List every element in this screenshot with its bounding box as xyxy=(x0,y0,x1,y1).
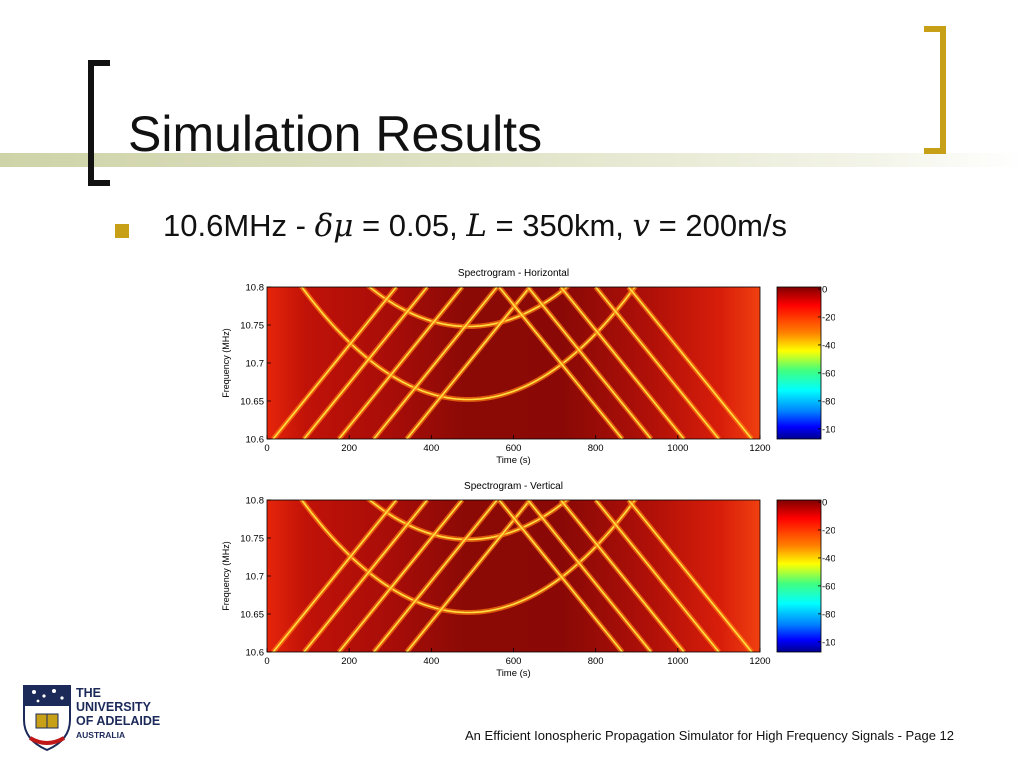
right-bracket-decoration xyxy=(924,26,946,154)
bullet-value-2: = 350km, xyxy=(486,208,633,243)
chart-title: Spectrogram - Horizontal xyxy=(458,268,569,279)
spectrogram-diagonal-trace xyxy=(272,500,398,652)
spectrogram-diagonal-trace xyxy=(527,500,652,652)
spectrogram-diagonal-trace xyxy=(498,287,623,439)
logo-line2: OF ADELAIDE xyxy=(76,714,161,728)
colorbar-tick-label: -100 xyxy=(822,424,835,435)
y-tick-label: 10.7 xyxy=(246,572,265,583)
bullet-value-1: = 0.05, xyxy=(353,208,467,243)
spectrogram-horizontal-chart: Spectrogram - Horizontal 0 200 400 600 800 100… xyxy=(215,262,835,472)
spectrogram-arc-trace xyxy=(368,500,569,541)
chart-title: Spectrogram - Vertical xyxy=(464,481,563,492)
spectrogram-diagonal-trace xyxy=(303,287,428,439)
x-tick-label: 200 xyxy=(341,656,357,667)
colorbar-tick-label: -60 xyxy=(822,368,835,379)
spectrogram-arc-trace xyxy=(300,500,636,614)
x-tick-label: 1000 xyxy=(667,656,688,667)
colorbar-tick-label: -80 xyxy=(822,396,835,407)
colorbar xyxy=(776,499,822,653)
bullet-value-3: = 200m/s xyxy=(650,208,788,243)
x-tick-label: 800 xyxy=(588,656,604,667)
spectrogram-diagonal-trace xyxy=(560,287,685,439)
logo-line3: AUSTRALIA xyxy=(76,730,126,740)
spectrogram-diagonal-trace xyxy=(338,287,463,439)
spectrogram-diagonal-trace xyxy=(373,500,498,652)
x-tick-label: 1200 xyxy=(749,656,770,667)
spectrogram-diagonal-trace xyxy=(406,500,531,652)
colorbar-tick-label: -20 xyxy=(822,312,835,323)
x-tick-label: 200 xyxy=(341,443,357,454)
spectrogram-diagonal-trace xyxy=(406,287,531,439)
x-tick-label: 800 xyxy=(588,443,604,454)
bullet-L: L xyxy=(466,208,487,244)
bullet-square-icon xyxy=(115,224,129,238)
spectrogram-diagonal-trace xyxy=(303,500,428,652)
spectrogram-diagonal-trace xyxy=(527,287,652,439)
colorbar xyxy=(776,286,822,440)
spectrogram-arc-trace xyxy=(300,287,636,401)
title-underline-bar xyxy=(0,153,1024,167)
x-tick-label: 0 xyxy=(264,656,269,667)
logo-text: THE UNIVERSITY OF ADELAIDE AUSTRALIA xyxy=(76,686,172,742)
bullet-delta-mu: δμ xyxy=(314,208,354,244)
spectrogram-diagonal-trace xyxy=(338,500,463,652)
y-tick-label: 10.7 xyxy=(246,359,265,370)
colorbar-tick-label: -40 xyxy=(822,553,835,564)
heatmap-background xyxy=(267,287,760,439)
spectrogram-diagonal-trace xyxy=(373,287,498,439)
colorbar-tick-label: 0 xyxy=(822,285,827,296)
y-tick-label: 10.6 xyxy=(246,435,265,446)
left-bracket-decoration xyxy=(88,60,110,186)
spectrogram-diagonal-trace xyxy=(498,500,623,652)
x-tick-label: 600 xyxy=(506,443,522,454)
colorbar-tick-label: -40 xyxy=(822,340,835,351)
spectrogram-diagonal-trace xyxy=(595,500,720,652)
bullet-text: 10.6MHz - δμ = 0.05, L = 350km, v = 200m… xyxy=(163,206,787,246)
x-axis-label: Time (s) xyxy=(496,455,530,466)
spectrogram-diagonal-trace xyxy=(560,500,685,652)
y-tick-label: 10.75 xyxy=(240,321,264,332)
y-axis-label: Frequency (MHz) xyxy=(221,328,231,398)
slide-footer: An Efficient Ionospheric Propagation Sim… xyxy=(465,728,954,743)
spectrogram-svg: Spectrogram - Vertical 0 200 400 600 800 1000 1… xyxy=(221,481,835,679)
y-tick-label: 10.75 xyxy=(240,534,264,545)
y-tick-label: 10.65 xyxy=(240,397,264,408)
colorbar-tick-label: -100 xyxy=(822,637,835,648)
slide-title: Simulation Results xyxy=(128,106,543,162)
heatmap-background xyxy=(267,500,760,652)
spectrogram-diagonal-trace xyxy=(595,287,720,439)
y-tick-label: 10.6 xyxy=(246,648,265,659)
x-tick-label: 400 xyxy=(423,656,439,667)
spectrogram-arc-trace xyxy=(368,287,569,328)
spectrogram-diagonal-trace xyxy=(627,500,753,652)
y-tick-label: 10.8 xyxy=(246,496,265,507)
spectrogram-svg: Spectrogram - Horizontal 0 200 400 600 800 100… xyxy=(221,268,835,466)
colorbar-tick-label: 0 xyxy=(822,498,827,509)
bullet-v: v xyxy=(632,208,651,244)
crest-icon xyxy=(23,685,71,752)
x-axis-label: Time (s) xyxy=(496,668,530,679)
logo-line1: THE UNIVERSITY xyxy=(76,686,152,714)
bullet-frequency: 10.6MHz - xyxy=(163,208,315,243)
x-tick-label: 0 xyxy=(264,443,269,454)
y-axis-label: Frequency (MHz) xyxy=(221,541,231,611)
x-tick-label: 1200 xyxy=(749,443,770,454)
colorbar-tick-label: -60 xyxy=(822,581,835,592)
x-tick-label: 600 xyxy=(506,656,522,667)
colorbar-tick-label: -80 xyxy=(822,609,835,620)
y-tick-label: 10.8 xyxy=(246,283,265,294)
spectrogram-diagonal-trace xyxy=(272,287,398,439)
x-tick-label: 400 xyxy=(423,443,439,454)
spectrogram-diagonal-trace xyxy=(627,287,753,439)
university-logo: THE UNIVERSITY OF ADELAIDE AUSTRALIA xyxy=(22,684,172,752)
y-tick-label: 10.65 xyxy=(240,610,264,621)
spectrogram-vertical-chart: Spectrogram - Vertical 0 200 400 600 800 1000 1… xyxy=(215,475,835,685)
x-tick-label: 1000 xyxy=(667,443,688,454)
colorbar-tick-label: -20 xyxy=(822,525,835,536)
